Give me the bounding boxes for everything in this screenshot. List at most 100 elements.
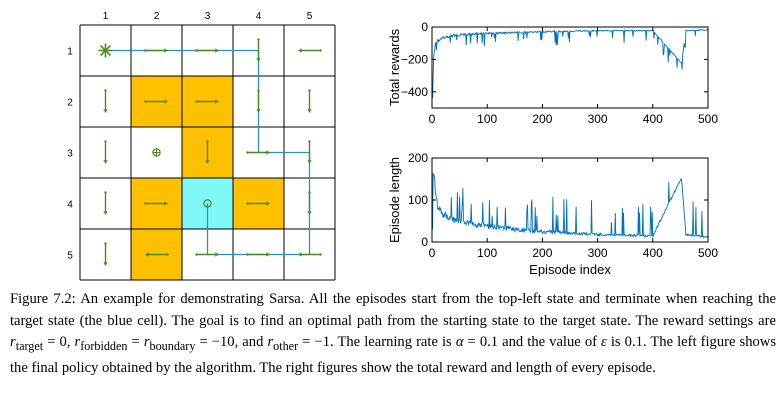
arrow-head <box>145 252 149 257</box>
policy-right-icon <box>195 99 219 104</box>
plot-frame <box>431 157 709 243</box>
plot-frame <box>431 26 709 109</box>
arrow-head <box>307 109 312 113</box>
r-target-subscript: target <box>15 339 44 354</box>
arrow-head <box>298 252 302 257</box>
policy-down-icon <box>256 38 261 62</box>
arrow-tail <box>246 202 249 205</box>
caption-eq4: = −1. The learning rate is <box>298 334 456 351</box>
arrow-tail <box>319 253 322 256</box>
row-label: 4 <box>67 200 73 211</box>
x-tick-label: 100 <box>477 112 497 126</box>
arrow-head <box>164 201 168 206</box>
arrow-tail <box>104 191 107 194</box>
column-label: 2 <box>154 11 160 22</box>
arrow-tail <box>257 38 260 41</box>
arrow-tail <box>246 253 249 256</box>
episode-length-plot: 0 100 200 300 400 500 0 100 200 Episode length Epi… <box>387 151 718 277</box>
policy-right-icon <box>246 201 270 206</box>
row-label: 1 <box>67 47 73 58</box>
policy-stay-icon <box>203 199 212 208</box>
arrow-tail <box>104 140 107 143</box>
arrow-head <box>266 201 270 206</box>
arrow-tail <box>308 89 311 92</box>
r-other-symbol: r <box>267 334 274 351</box>
caption-text-part2: is 0.1. The left figure shows the final … <box>10 334 777 376</box>
arrow-tail <box>246 151 249 154</box>
arrow-tail <box>144 49 147 52</box>
policy-stay-star-icon <box>98 43 113 58</box>
x-tick-label: 0 <box>429 246 436 260</box>
column-label: 3 <box>205 11 211 22</box>
y-tick-label: −400 <box>401 85 428 99</box>
policy-down-icon <box>103 242 108 266</box>
arrow-head <box>103 211 108 215</box>
x-tick-label: 400 <box>643 246 663 260</box>
alpha-symbol: α <box>455 334 464 351</box>
arrow-tail <box>308 191 311 194</box>
r-forbidden-symbol: r <box>74 334 81 351</box>
stay-circle <box>203 199 212 208</box>
r-other-subscript: other <box>273 339 299 354</box>
column-label: 1 <box>103 11 109 22</box>
arrow-tail <box>195 100 198 103</box>
policy-left-icon <box>145 252 169 257</box>
arrow-head <box>266 150 270 155</box>
figure-caption: Figure 7.2: An example for demonstrating… <box>10 289 776 379</box>
x-tick-label: 0 <box>429 112 436 126</box>
arrow-tail <box>195 49 198 52</box>
policy-right-icon <box>144 201 168 206</box>
r-target-symbol: r <box>10 334 16 351</box>
r-boundary-subscript: boundary <box>149 339 196 354</box>
arrow-head <box>164 48 168 53</box>
arrow-head <box>298 48 302 53</box>
x-tick-label: 200 <box>532 112 552 126</box>
y-tick-label: 0 <box>421 20 428 34</box>
arrow-head <box>103 109 108 113</box>
policy-stay-icon <box>152 148 161 157</box>
y-axis-label: Episode length <box>387 157 402 243</box>
policy-down-icon <box>103 191 108 215</box>
caption-eq1: = 0, <box>43 334 75 351</box>
y-tick-label: −200 <box>401 52 428 66</box>
policy-down-icon <box>103 89 108 113</box>
arrow-head <box>164 99 168 104</box>
column-label: 4 <box>256 11 262 22</box>
x-tick-label: 500 <box>698 246 718 260</box>
arrow-tail <box>319 49 322 52</box>
policy-right-icon <box>246 252 270 257</box>
x-tick-label: 300 <box>588 112 608 126</box>
policy-right-icon <box>195 252 219 257</box>
caption-eq3: = −10, and <box>195 334 268 351</box>
arrow-tail <box>308 140 311 143</box>
policy-left-icon <box>298 48 322 53</box>
arrow-head <box>103 262 108 266</box>
policy-down-icon <box>307 140 312 164</box>
caption-eq5: = 0.1 and the value of <box>463 334 602 351</box>
y-tick-label: 0 <box>421 235 428 249</box>
caption-label: Figure 7.2: <box>10 291 76 307</box>
arrow-head <box>215 99 219 104</box>
r-boundary-symbol: r <box>143 334 150 351</box>
arrow-head <box>256 58 261 62</box>
policy-down-icon <box>205 140 210 164</box>
caption-text-part1: An example for demonstrating Sarsa. All … <box>10 291 776 329</box>
x-axis-label: Episode index <box>529 262 611 277</box>
grid-world: 1 2 3 4 5 1 2 3 4 5 <box>67 11 336 281</box>
data-series-line <box>432 29 709 99</box>
x-tick-label: 400 <box>643 112 663 126</box>
policy-right-icon <box>144 99 168 104</box>
arrow-tail <box>104 89 107 92</box>
x-tick-label: 500 <box>698 112 718 126</box>
arrow-head <box>205 160 210 164</box>
policy-right-icon <box>246 150 270 155</box>
arrow-head <box>307 160 312 164</box>
arrow-tail <box>206 140 209 143</box>
arrow-head <box>256 109 261 113</box>
arrow-tail <box>104 242 107 245</box>
x-tick-label: 100 <box>477 246 497 260</box>
policy-down-icon <box>307 191 312 215</box>
column-label: 5 <box>307 11 313 22</box>
caption-eq2: = <box>127 334 144 351</box>
